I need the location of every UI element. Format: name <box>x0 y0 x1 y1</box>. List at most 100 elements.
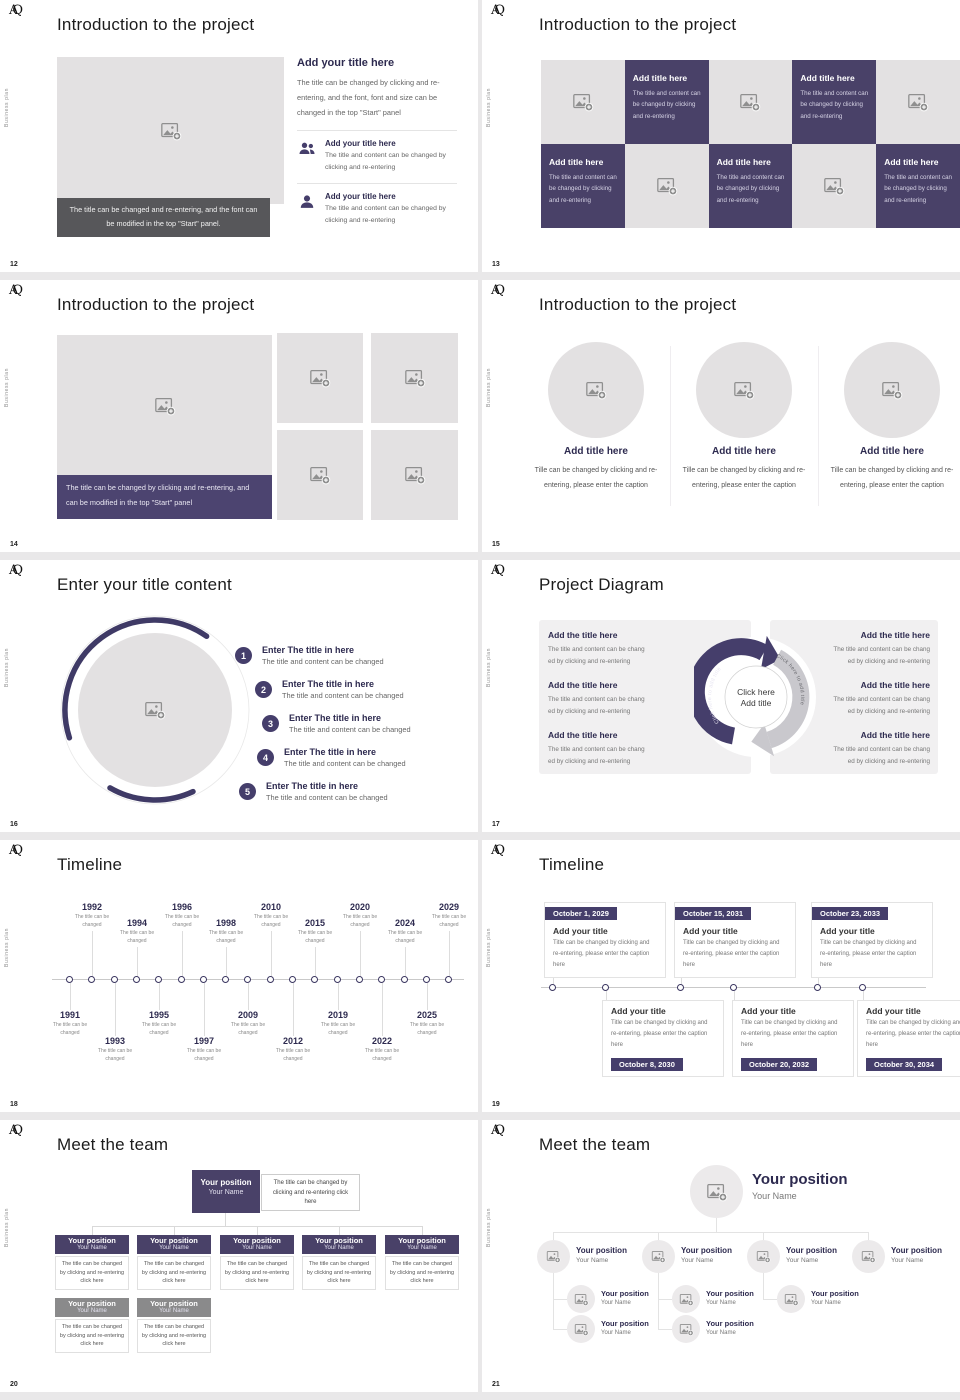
item-heading: Add the title here <box>860 680 930 690</box>
side-vertical-text: Business plan <box>4 1208 10 1247</box>
position-label: Your position <box>315 1236 363 1245</box>
slide-17[interactable]: AQ Business plan 17 Project Diagram Add … <box>482 560 960 832</box>
add-image-icon <box>881 379 903 401</box>
connector <box>70 983 71 1010</box>
note-box: The title can be changed by clicking and… <box>261 1174 360 1211</box>
position-label: Your position <box>150 1236 198 1245</box>
card-body: Title can be changed by clicking and re-… <box>611 1020 708 1048</box>
brand-logo: AQ <box>491 563 505 578</box>
name-label: Your Name <box>706 1330 736 1336</box>
position-label: Your position <box>68 1299 116 1308</box>
timeline-marker <box>133 976 140 983</box>
org-box-body: The title can be changed by clicking and… <box>220 1256 294 1290</box>
item-heading: Add the title here <box>860 630 930 640</box>
slide-number: 14 <box>10 541 18 548</box>
member-label: Your position Your Name <box>681 1246 732 1264</box>
name-label: Your Name <box>159 1308 189 1315</box>
caption-block: Add title here Tille can be changed by c… <box>682 446 806 493</box>
avatar-circle <box>567 1285 595 1313</box>
image-placeholder <box>371 333 458 423</box>
avatar-circle <box>852 1240 885 1273</box>
name-label: Your Name <box>77 1245 107 1252</box>
date-badge: October 1, 2029 <box>545 907 617 920</box>
item-heading: Add the title here <box>548 730 618 740</box>
people-icon <box>297 139 317 159</box>
timeline-marker <box>244 976 251 983</box>
side-vertical-text: Business plan <box>4 368 10 407</box>
card-body: Title can be changed by clicking and re-… <box>741 1020 838 1048</box>
event-year: 2012 <box>282 1036 304 1046</box>
position-label: Your position <box>601 1289 649 1298</box>
brand-logo: AQ <box>9 843 23 858</box>
side-vertical-text: Business plan <box>486 1208 492 1247</box>
event-year: 2024 <box>394 918 416 928</box>
connector <box>225 1213 226 1226</box>
connector <box>763 1232 764 1240</box>
timeline-event: 1997 The title can be changed <box>182 1036 226 1063</box>
slide-15[interactable]: AQ Business plan 15 Introduction to the … <box>482 280 960 552</box>
slide-21[interactable]: AQ Business plan 21 Meet the team Your p… <box>482 1120 960 1392</box>
member-label: Your position Your Name <box>601 1319 649 1336</box>
step-body: The title and content can be changed <box>266 793 388 802</box>
diagram-item: Add the title here The title and content… <box>784 630 930 668</box>
side-vertical-text: Business plan <box>486 368 492 407</box>
timeline-event: 2029 The title can be changed <box>427 902 471 929</box>
timeline-event: 2019 The title can be changed <box>316 1010 360 1037</box>
step-heading: Enter The title in here <box>262 645 355 655</box>
item-body: ed by clicking and re-entering <box>847 757 930 765</box>
event-year: 2022 <box>371 1036 393 1046</box>
brand-logo: AQ <box>9 1123 23 1138</box>
connector <box>92 1226 93 1235</box>
slide-16[interactable]: AQ Business plan 16 Enter your title con… <box>0 560 478 832</box>
slide-20[interactable]: AQ Business plan 20 Meet the team Your p… <box>0 1120 478 1392</box>
slide-title: Timeline <box>539 855 605 874</box>
position-label: Your position <box>576 1246 627 1255</box>
connector <box>248 983 249 1010</box>
slide-12[interactable]: AQ Business plan 12 Introduction to the … <box>0 0 478 272</box>
connector <box>422 1226 423 1235</box>
position-label: Your position <box>811 1289 859 1298</box>
connector <box>115 983 116 1036</box>
brand-logo: AQ <box>491 283 505 298</box>
org-box: Your position Your Name <box>137 1235 211 1254</box>
event-caption: The title can be changed <box>230 1022 266 1036</box>
card-heading: Add your title <box>820 926 875 936</box>
slide-13[interactable]: AQ Business plan 13 Introduction to the … <box>482 0 960 272</box>
card-body: Title can be changed by clicking and re-… <box>866 1020 960 1048</box>
brand-logo: AQ <box>9 283 23 298</box>
avatar-circle <box>777 1285 805 1313</box>
add-image-icon <box>784 1292 799 1307</box>
connector <box>427 983 428 1010</box>
connector <box>763 1273 764 1299</box>
connector <box>405 947 406 979</box>
slide-number: 16 <box>10 821 18 828</box>
event-year: 1993 <box>104 1036 126 1046</box>
slide-title: Project Diagram <box>539 575 664 594</box>
avatar-circle <box>690 1165 743 1218</box>
divider <box>818 346 819 506</box>
org-box-body: The title can be changed by clicking and… <box>302 1256 376 1290</box>
item-body: ed by clicking and re-entering <box>847 707 930 715</box>
slide-14[interactable]: AQ Business plan 14 Introduction to the … <box>0 280 478 552</box>
slide-19[interactable]: AQ Business plan 19 Timeline October 1, … <box>482 840 960 1112</box>
connector <box>257 1226 258 1235</box>
item-body: ed by clicking and re-entering <box>548 707 631 715</box>
connector <box>553 1232 868 1233</box>
slide-18[interactable]: AQ Business plan 18 Timeline <box>0 840 478 1112</box>
connector <box>553 1273 554 1329</box>
add-image-icon <box>309 367 331 389</box>
connector <box>658 1329 672 1330</box>
timeline-marker <box>677 984 684 991</box>
side-vertical-text: Business plan <box>486 928 492 967</box>
item-heading: Add your title here <box>325 138 396 148</box>
slide-number: 17 <box>492 821 500 828</box>
event-caption: The title can be changed <box>387 930 423 944</box>
connector <box>658 1232 659 1240</box>
image-cell <box>541 60 625 144</box>
timeline-event: 2010 The title can be changed <box>249 902 293 929</box>
connector <box>360 931 361 979</box>
connector <box>174 1226 175 1235</box>
card-heading: Add your title <box>741 1006 796 1016</box>
right-panel: Add your title here The title can be cha… <box>297 57 457 227</box>
event-year: 1995 <box>148 1010 170 1020</box>
